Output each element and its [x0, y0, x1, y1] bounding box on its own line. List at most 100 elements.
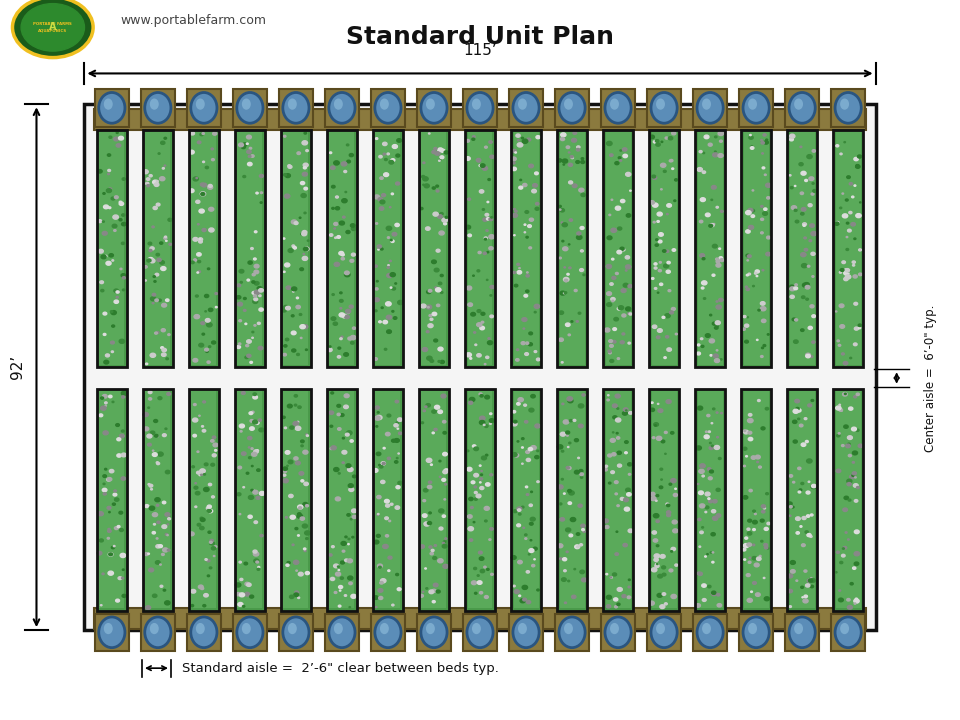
Circle shape: [571, 157, 573, 158]
Circle shape: [383, 143, 387, 145]
Bar: [468, 132, 492, 365]
Circle shape: [846, 444, 851, 448]
Bar: [465, 130, 495, 367]
Bar: [84, 104, 876, 630]
Circle shape: [843, 546, 847, 549]
Circle shape: [301, 232, 306, 235]
Circle shape: [258, 289, 263, 292]
Circle shape: [658, 329, 662, 333]
Circle shape: [571, 320, 573, 323]
Circle shape: [294, 222, 298, 225]
Circle shape: [715, 258, 718, 260]
Circle shape: [852, 567, 856, 570]
Circle shape: [209, 541, 212, 544]
Circle shape: [349, 607, 350, 608]
Circle shape: [489, 539, 491, 540]
Circle shape: [201, 588, 204, 590]
Ellipse shape: [513, 92, 540, 123]
Circle shape: [254, 290, 260, 294]
Circle shape: [716, 412, 718, 413]
Circle shape: [155, 299, 158, 302]
Ellipse shape: [374, 617, 401, 648]
Bar: [647, 89, 681, 127]
Ellipse shape: [743, 92, 769, 123]
Circle shape: [566, 467, 569, 469]
Circle shape: [606, 574, 608, 575]
Circle shape: [790, 561, 795, 564]
Circle shape: [623, 408, 628, 411]
Text: A: A: [49, 22, 57, 32]
Circle shape: [479, 557, 484, 560]
Circle shape: [623, 154, 628, 158]
Circle shape: [213, 443, 218, 447]
Circle shape: [747, 528, 750, 531]
Circle shape: [210, 440, 214, 442]
Bar: [835, 132, 861, 365]
Circle shape: [844, 142, 846, 143]
Circle shape: [116, 132, 118, 133]
Bar: [420, 389, 449, 611]
Bar: [99, 391, 125, 608]
Circle shape: [395, 461, 397, 463]
Circle shape: [432, 600, 435, 603]
Circle shape: [580, 544, 583, 546]
Circle shape: [258, 567, 260, 568]
Circle shape: [609, 340, 612, 343]
Bar: [191, 132, 216, 365]
Bar: [511, 130, 540, 367]
Circle shape: [711, 591, 716, 594]
Circle shape: [577, 235, 582, 240]
Circle shape: [844, 425, 848, 428]
Circle shape: [744, 559, 746, 560]
Circle shape: [164, 236, 167, 238]
Circle shape: [799, 489, 802, 491]
Circle shape: [215, 307, 217, 308]
Circle shape: [252, 411, 254, 413]
Circle shape: [426, 356, 432, 360]
Circle shape: [801, 482, 804, 485]
Circle shape: [200, 526, 204, 530]
Text: Standard Unit Plan: Standard Unit Plan: [346, 25, 614, 50]
Circle shape: [747, 598, 753, 602]
Bar: [373, 130, 403, 367]
Circle shape: [796, 408, 799, 410]
Circle shape: [807, 266, 810, 267]
Circle shape: [760, 307, 766, 311]
Circle shape: [627, 596, 631, 598]
Circle shape: [487, 279, 488, 280]
Circle shape: [790, 287, 795, 291]
Circle shape: [114, 289, 118, 292]
Circle shape: [199, 240, 203, 243]
Circle shape: [283, 354, 286, 356]
Circle shape: [660, 468, 662, 470]
Circle shape: [302, 256, 307, 261]
Circle shape: [200, 239, 201, 240]
Circle shape: [389, 161, 394, 164]
Circle shape: [564, 267, 565, 268]
Circle shape: [560, 209, 564, 212]
Circle shape: [805, 298, 808, 300]
Circle shape: [122, 276, 126, 279]
Circle shape: [696, 446, 702, 450]
Circle shape: [743, 315, 746, 318]
Circle shape: [237, 284, 241, 287]
Circle shape: [146, 178, 150, 181]
Circle shape: [304, 482, 308, 485]
Circle shape: [154, 281, 156, 282]
Circle shape: [350, 224, 355, 228]
Circle shape: [477, 310, 481, 312]
Circle shape: [512, 422, 517, 426]
Bar: [464, 89, 496, 127]
Circle shape: [119, 201, 122, 203]
Circle shape: [666, 514, 670, 517]
Circle shape: [303, 548, 306, 550]
Circle shape: [659, 269, 661, 271]
Circle shape: [852, 427, 856, 431]
Circle shape: [338, 566, 339, 567]
Circle shape: [160, 141, 165, 145]
Circle shape: [708, 500, 712, 503]
Circle shape: [756, 455, 760, 459]
Circle shape: [298, 505, 303, 509]
Circle shape: [800, 424, 803, 427]
Circle shape: [810, 577, 812, 579]
